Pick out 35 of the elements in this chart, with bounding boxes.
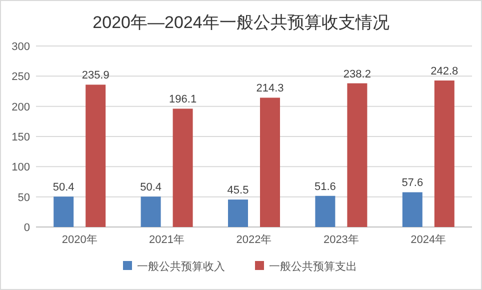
data-label: 242.8: [430, 66, 458, 78]
y-tick-label: 300: [12, 41, 30, 53]
data-label: 214.3: [256, 82, 284, 95]
data-label: 238.2: [343, 68, 371, 80]
y-tick-label: 150: [12, 132, 30, 144]
chart-title: 2020年—2024年一般公共预算收支情况: [92, 13, 390, 32]
x-tick-label: 2023年: [323, 234, 359, 246]
legend-label: 一般公共预算支出: [269, 260, 357, 273]
bar: [434, 80, 454, 227]
data-label: 196.1: [169, 94, 197, 106]
data-label: 45.5: [227, 184, 249, 197]
bar: [402, 192, 422, 227]
bar: [315, 196, 336, 227]
bar: [172, 108, 193, 227]
bar: [228, 200, 248, 227]
y-tick-label: 50: [18, 192, 30, 204]
bar: [347, 83, 368, 227]
bar: [260, 98, 280, 227]
data-label: 235.9: [82, 70, 110, 82]
legend-label: 一般公共预算收入: [137, 260, 225, 273]
bar: [54, 196, 74, 227]
bar: [86, 84, 106, 227]
bar: [140, 196, 161, 227]
x-tick-label: 2024年: [410, 234, 446, 246]
x-tick-label: 2020年: [62, 234, 98, 246]
data-label: 50.4: [140, 182, 162, 194]
y-tick-label: 200: [12, 101, 30, 114]
y-tick-label: 100: [12, 162, 30, 174]
y-tick-label: 0: [24, 222, 30, 234]
x-tick-label: 2021年: [149, 234, 185, 246]
data-label: 57.6: [402, 177, 424, 190]
x-tick-label: 2022年: [236, 234, 272, 246]
data-label: 50.4: [52, 182, 74, 194]
data-label: 51.6: [314, 180, 336, 193]
y-tick-label: 250: [12, 71, 30, 84]
